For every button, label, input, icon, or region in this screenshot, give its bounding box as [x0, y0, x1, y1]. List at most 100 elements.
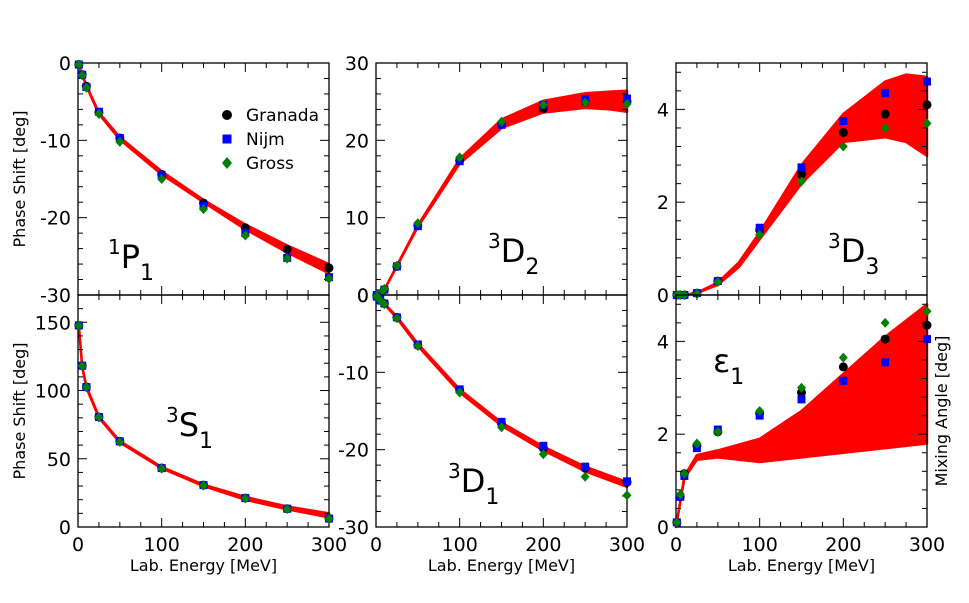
panel-label-s1: 3S1 — [166, 403, 213, 454]
panel-label-e1: ε1 — [713, 342, 744, 390]
point-nijm — [581, 462, 590, 471]
point-gross — [157, 174, 167, 184]
panel-d1: 0 100 200 300 0 -10 -20 -30 Lab. Energy [MeV] 3D1 — [338, 285, 645, 575]
point-gross — [797, 382, 806, 393]
ytick-label: 0 — [357, 285, 369, 307]
point-nijm — [797, 395, 806, 404]
legend-nijm-marker — [222, 134, 232, 144]
xtick-label: 300 — [311, 534, 347, 556]
xtick-label: 0 — [370, 534, 382, 556]
point-gross — [580, 97, 590, 108]
point-nijm — [623, 94, 631, 103]
panel-label-p1: 1P1 — [108, 235, 154, 286]
point-nijm — [839, 376, 848, 385]
point-granada — [324, 263, 334, 273]
panel-label-d2: 3D2 — [488, 229, 539, 280]
point-gross — [675, 489, 685, 500]
xtick-label: 200 — [227, 534, 263, 556]
panel-s1: 0 100 200 300 0 50 100 150 Phase Shift [deg] Lab.… — [10, 294, 347, 575]
point-gross — [392, 260, 402, 271]
point-nijm — [539, 441, 548, 450]
ytick-label: 4 — [657, 99, 669, 121]
ytick-label: 4 — [657, 331, 669, 353]
point-gross — [157, 463, 167, 474]
ytick-label: 100 — [35, 381, 71, 403]
frame-s1 — [77, 294, 330, 528]
point-gross — [115, 136, 125, 147]
point-gross — [379, 299, 389, 310]
ylabel-e1: Mixing Angle [deg] — [932, 336, 951, 487]
ytick-label: 2 — [657, 192, 669, 214]
point-gross — [838, 141, 848, 152]
legend-gross-label: Gross — [246, 154, 294, 174]
ytick-label: 2 — [657, 424, 669, 446]
legend-granada-label: Granada — [246, 106, 319, 126]
point-gross — [455, 152, 465, 163]
xtick-label: 0 — [670, 534, 682, 556]
legend-nijm-label: Nijm — [246, 130, 285, 150]
point-gross — [838, 352, 848, 363]
point-gross — [497, 116, 506, 127]
point-gross — [497, 422, 506, 433]
ytick-label: -30 — [338, 517, 369, 539]
point-gross — [81, 382, 91, 393]
point-gross — [880, 122, 890, 133]
xtick-label: 300 — [909, 534, 945, 556]
panel-d2: 0 10 20 30 3D2 — [345, 53, 632, 307]
point-gross — [379, 283, 389, 294]
xtick-label: 200 — [525, 534, 561, 556]
xtick-label: 0 — [72, 534, 84, 556]
panel-label-d3: 3D3 — [828, 229, 879, 280]
point-gross — [77, 360, 87, 371]
point-gross — [692, 438, 702, 449]
ylabel-s1: Phase Shift [deg] — [10, 343, 29, 480]
ylabel-p1: Phase Shift [deg] — [10, 111, 29, 248]
ytick-label: 150 — [35, 312, 71, 334]
point-gross — [922, 118, 932, 129]
legend-gross-marker — [222, 157, 232, 169]
point-granada — [880, 334, 890, 344]
point-granada — [797, 169, 806, 179]
panel-d3: 0 2 4 3D3 — [657, 62, 932, 307]
point-gross — [94, 412, 104, 423]
point-gross — [713, 277, 723, 288]
point-gross — [240, 493, 250, 504]
point-gross — [282, 253, 292, 264]
xlabel-s1: Lab. Energy [MeV] — [130, 556, 277, 575]
panel-e1: 0 100 200 300 0 2 4 Mixing Angle [deg] Lab. Ener… — [657, 294, 951, 575]
point-gross — [74, 59, 84, 70]
point-gross — [413, 341, 423, 352]
point-nijm — [881, 89, 890, 98]
point-gross — [880, 317, 890, 328]
point-gross — [713, 426, 723, 437]
point-gross — [282, 503, 292, 514]
ytick-label: 30 — [345, 53, 369, 75]
point-granada — [838, 128, 848, 138]
point-granada — [922, 320, 932, 330]
legend: Granada Nijm Gross — [222, 106, 319, 174]
frame-p1 — [77, 62, 330, 296]
point-gross — [199, 204, 208, 215]
band-d1 — [374, 293, 629, 489]
ytick-label: 10 — [345, 208, 369, 230]
ytick-label: 0 — [657, 285, 669, 307]
point-gross — [538, 449, 548, 460]
point-gross — [672, 517, 682, 528]
point-gross — [580, 471, 590, 482]
ytick-label: -10 — [338, 362, 369, 384]
ytick-label: 0 — [59, 53, 71, 75]
xtick-label: 100 — [442, 534, 478, 556]
xtick-label: 200 — [825, 534, 861, 556]
point-gross — [77, 70, 87, 81]
point-gross — [81, 82, 91, 93]
panel-p1: 0 -10 -20 -30 Phase Shift [deg] 1P1 — [10, 53, 334, 307]
panel-label-d1: 3D1 — [448, 459, 499, 510]
point-gross — [74, 320, 84, 331]
xlabel-e1: Lab. Energy [MeV] — [728, 556, 875, 575]
point-nijm — [755, 223, 764, 232]
point-gross — [922, 306, 932, 317]
xtick-label: 300 — [609, 534, 645, 556]
point-granada — [880, 109, 890, 119]
